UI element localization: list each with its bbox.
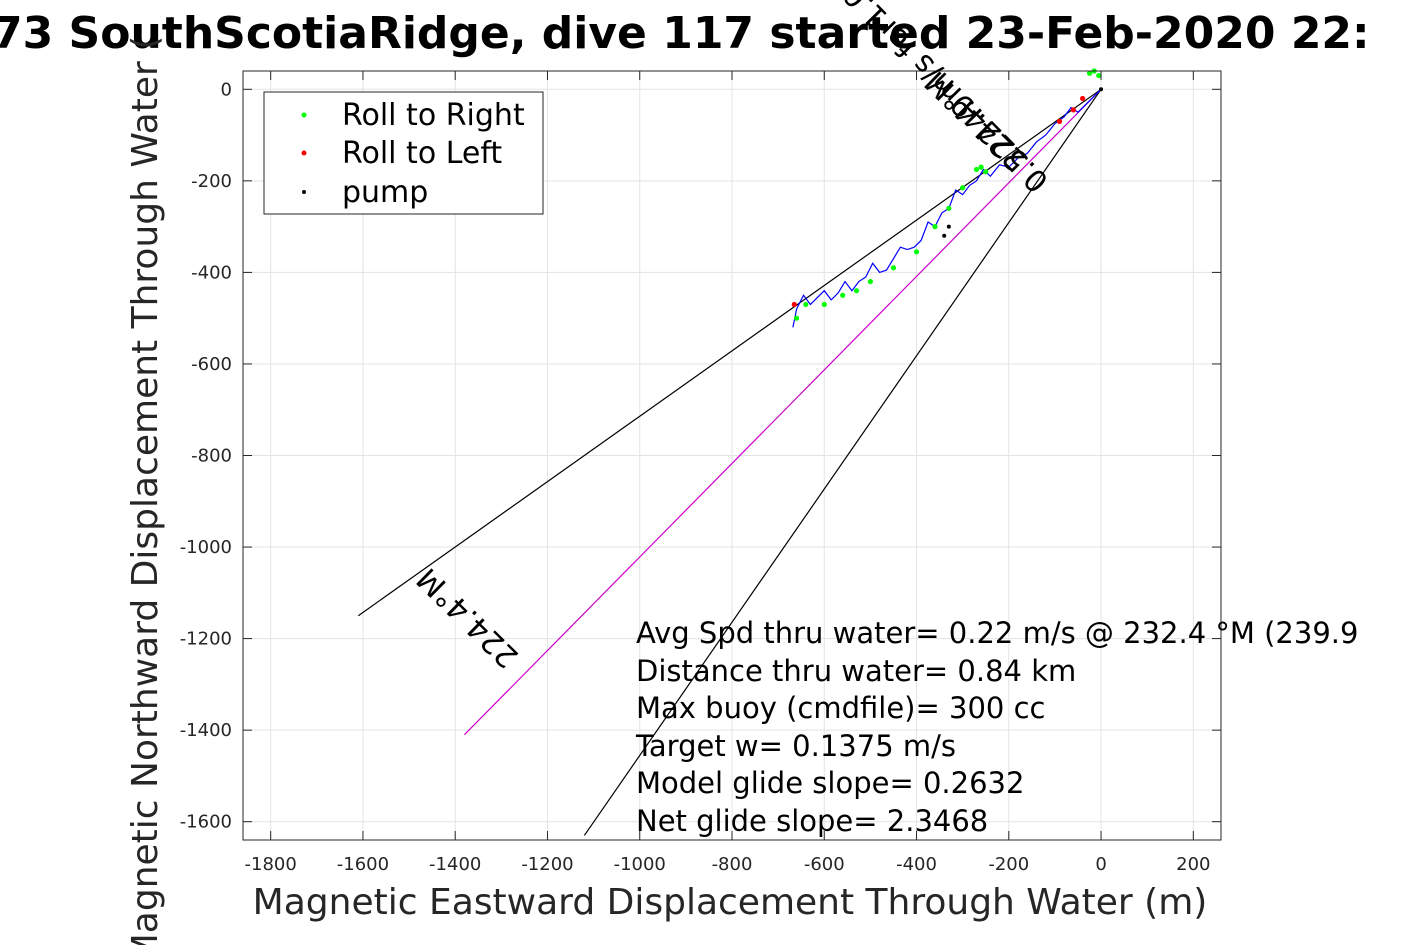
roll-left-point [1070,107,1076,113]
pump-point [946,224,951,229]
legend-roll-right: Roll to Right [342,98,525,133]
x-tick-label: -800 [712,854,753,875]
info-avg-speed: Avg Spd thru water= 0.22 m/s @ 232.4 °M … [636,616,1358,650]
roll-left-point [1056,118,1063,124]
info-max-buoy: Max buoy (cmdfile)= 300 cc [636,691,1045,725]
y-tick-label: 0 [221,79,232,100]
roll-right-point [840,292,846,298]
line-envelope-a [357,88,1102,617]
pump-point [942,233,947,238]
y-tick-label: -200 [191,171,232,192]
roll-right-point [867,278,873,285]
roll-right-point [1086,70,1093,76]
x-axis-label: Magnetic Eastward Displacement Through W… [253,882,1208,923]
line-heading-line [464,88,1102,736]
roll-right-point [946,205,952,211]
roll-right-point [932,224,938,230]
roll-right-point [960,185,966,191]
x-tick-label: -1600 [337,854,389,875]
chart-title: 73 SouthScotiaRidge, dive 117 started 23… [0,8,1370,59]
x-tick-label: 0 [1095,854,1106,875]
roll-right-point [793,315,800,321]
legend-roll-left: Roll to Left [342,136,502,171]
y-tick-label: -1200 [180,629,232,650]
info-block: Avg Spd thru water= 0.22 m/s @ 232.4 °M … [635,616,1358,838]
roll-right-point [890,265,897,271]
x-tick-label: -1200 [521,854,573,875]
y-tick-label: -800 [191,446,232,467]
y-tick-label: -1400 [180,720,232,741]
line-envelope-b [583,88,1102,836]
axis-ticks: -1800 -1600 -1400 -1200 -1000 -800 -600 -400 -20… [180,71,1221,875]
info-model-glide: Model glide slope= 0.2632 [636,766,1024,800]
roll-right-point [973,166,980,173]
roll-right-point [821,301,827,308]
roll-right-point [913,249,920,255]
x-tick-label: -600 [804,854,845,875]
legend-box [263,91,544,215]
reference-lines [357,88,1102,836]
y-tick-label: -1000 [180,537,232,558]
info-target-w: Target w= 0.1375 m/s [635,729,956,763]
x-tick-label: -1800 [245,854,297,875]
y-tick-label: -600 [191,354,232,375]
x-tick-label: -1000 [614,854,666,875]
x-tick-label: -1400 [429,854,481,875]
pump-point [1099,87,1104,92]
roll-right-point [1096,72,1102,79]
info-net-glide: Net glide slope= 2.3468 [636,804,988,838]
x-tick-label: 200 [1176,854,1210,875]
roll-right-point [853,288,860,294]
x-tick-label: -200 [988,854,1029,875]
legend-marker-roll-left [301,150,307,156]
info-distance: Distance thru water= 0.84 km [636,654,1076,688]
roll-right-point [803,301,809,308]
roll-left-point [791,301,797,308]
legend-pump: pump [342,175,428,210]
roll-right-point [978,164,984,170]
y-tick-label: -1600 [180,812,232,833]
y-axis-label: Magnetic Northward Displacement Through … [125,36,166,945]
roll-left-point [1080,95,1086,102]
x-tick-label: -400 [896,854,937,875]
legend: Roll to Right Roll to Left pump [263,91,544,215]
legend-marker-roll-right [301,112,307,118]
y-tick-label: -400 [191,262,232,283]
roll-right-point [983,169,989,175]
legend-marker-pump [302,190,306,194]
